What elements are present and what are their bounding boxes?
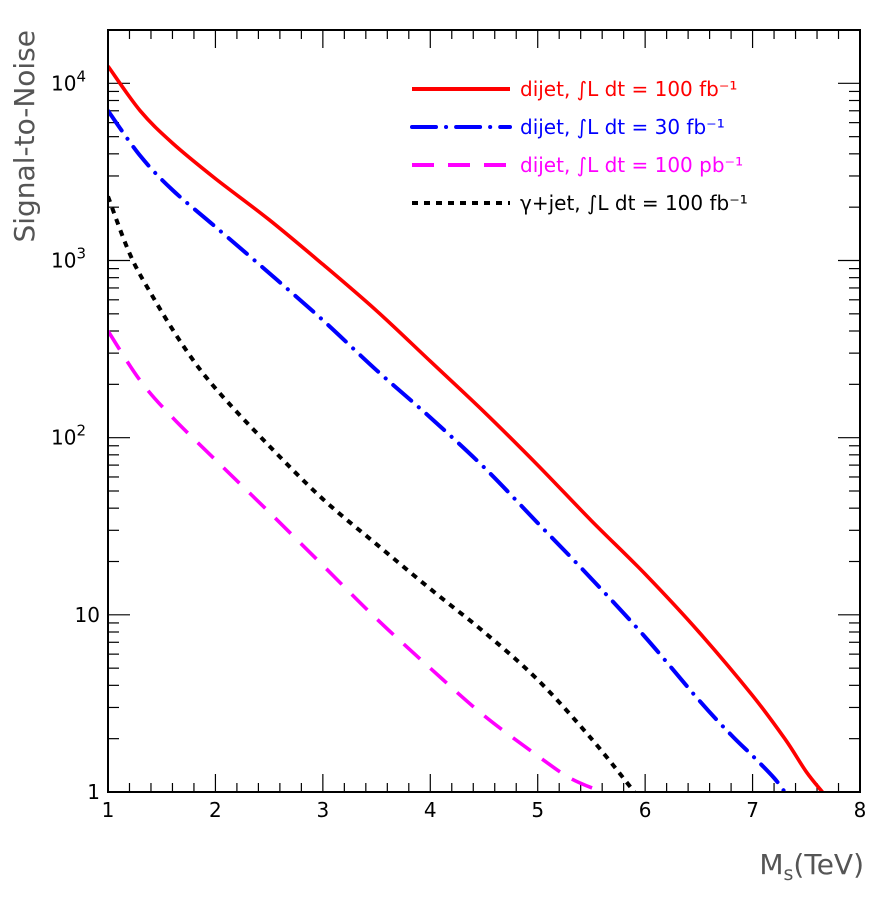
legend-label-4: γ+jet, ∫L dt = 100 fb⁻¹ (520, 191, 748, 215)
x-tick-label: 7 (746, 798, 759, 822)
axis-ticks (107, 29, 861, 793)
series-line-1 (108, 65, 824, 792)
y-tick-label: 1 (87, 780, 100, 804)
y-tick-label: 102 (51, 422, 86, 450)
series-line-4 (108, 195, 636, 792)
x-tick-label: 4 (424, 798, 437, 822)
x-tick-label: 5 (531, 798, 544, 822)
x-axis-title: Ms(TeV) (759, 848, 864, 885)
x-axis-title-sub: s (784, 863, 794, 885)
series-layer (108, 65, 824, 792)
y-tick-label: 103 (51, 244, 86, 272)
series-line-2 (108, 108, 787, 792)
y-tick-label: 10 (75, 603, 100, 627)
legend-label-3: dijet, ∫L dt = 100 pb⁻¹ (520, 153, 743, 177)
legend: dijet, ∫L dt = 100 fb⁻¹ dijet, ∫L dt = 30… (410, 77, 748, 215)
legend-label-1: dijet, ∫L dt = 100 fb⁻¹ (520, 77, 737, 101)
x-tick-label: 3 (316, 798, 329, 822)
x-axis-title-rest: (TeV) (793, 848, 864, 881)
x-tick-label: 2 (209, 798, 222, 822)
y-tick-label: 104 (51, 67, 86, 95)
x-tick-label: 1 (102, 798, 115, 822)
x-axis-title-main: M (759, 848, 783, 881)
y-axis-title: Signal-to-Noise (8, 30, 41, 243)
plot-frame (107, 29, 861, 793)
x-tick-label: 8 (854, 798, 867, 822)
series-line-3 (108, 330, 603, 792)
x-tick-label: 6 (639, 798, 652, 822)
legend-label-2: dijet, ∫L dt = 30 fb⁻¹ (520, 115, 725, 139)
tick-labels: 1 2 3 4 5 6 7 8 1 10 102 103 104 (51, 67, 866, 822)
